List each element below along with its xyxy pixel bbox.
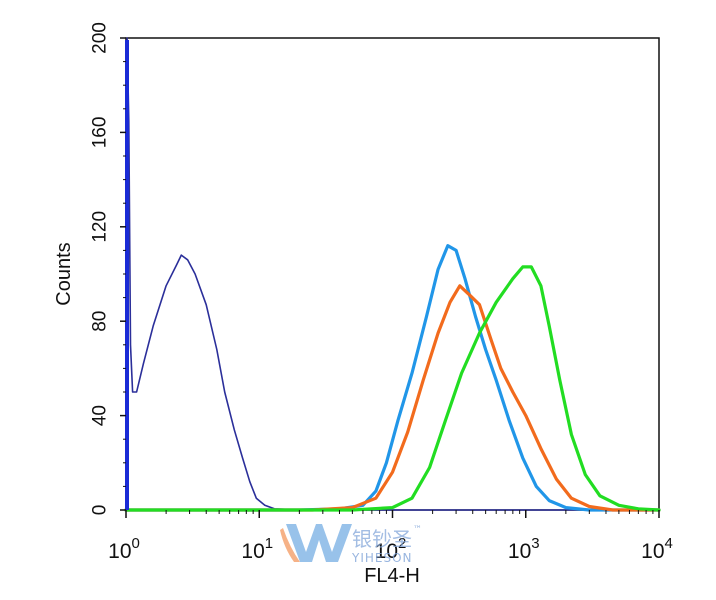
histogram-series-1 <box>126 37 660 511</box>
watermark-icon <box>286 524 352 562</box>
histogram-series-layer <box>124 37 661 512</box>
x-tick-label: 103 <box>508 535 540 563</box>
x-tick-label: 104 <box>641 535 673 563</box>
left-edge-bar <box>125 40 129 510</box>
watermark-latin-text: YIHESON <box>351 551 413 565</box>
x-axis-ticks: 100 101 102 103 104 <box>108 510 673 563</box>
watermark-chinese-text: 银钞圣 <box>352 527 412 551</box>
y-tick-label: 0 <box>90 505 111 516</box>
watermark-icon-accent <box>280 528 300 562</box>
watermark-tm: ™ <box>413 525 422 535</box>
y-tick-label: 200 <box>90 22 111 54</box>
y-tick-label: 80 <box>90 311 111 332</box>
x-tick-label: 102 <box>375 535 407 563</box>
yiheson-watermark-logo: 银钞圣 ™ YIHESON <box>280 524 422 565</box>
y-tick-label: 40 <box>90 405 111 426</box>
y-axis-ticks: 0 40 80 120 160 200 <box>90 22 126 516</box>
y-tick-label: 120 <box>90 211 111 243</box>
histogram-series-4 <box>124 265 661 512</box>
histogram-series-3 <box>124 284 661 512</box>
y-tick-label: 160 <box>90 117 111 149</box>
x-axis-title: FL4-H <box>364 565 420 587</box>
histogram-series-2 <box>124 244 661 512</box>
x-tick-label: 101 <box>241 535 273 563</box>
y-axis-title: Counts <box>53 242 75 305</box>
x-tick-label: 100 <box>108 535 140 563</box>
